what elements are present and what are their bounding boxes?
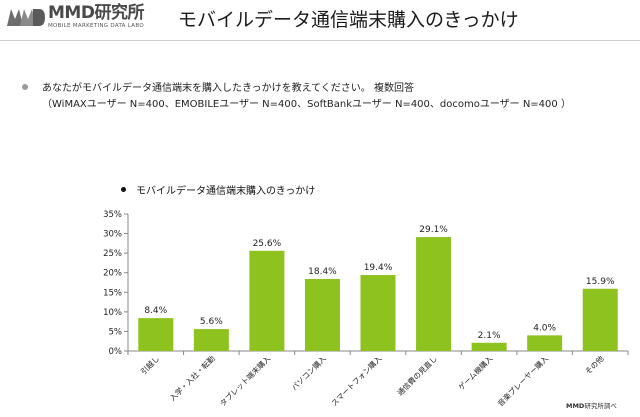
y-tick-label: 0%: [109, 347, 123, 357]
bar: [138, 318, 174, 351]
x-category-label: 音楽プレーヤー購入: [495, 353, 550, 408]
x-category-label: 入学・入社・転勤: [167, 353, 217, 403]
data-label: 29.1%: [419, 225, 448, 235]
chart-title: モバイルデータ通信端末購入のきっかけ: [136, 186, 316, 197]
bar: [582, 288, 618, 351]
y-tick-label: 5%: [109, 327, 123, 337]
x-category-label: パソコン購入: [289, 353, 328, 392]
y-tick-label: 35%: [103, 210, 122, 220]
question-block: あなたがモバイルデータ通信端末を購入したきっかけを教えてください。 複数回答 （…: [22, 81, 571, 113]
y-tick-label: 20%: [103, 269, 122, 279]
y-tick-label: 25%: [103, 249, 122, 259]
y-tick-label: 10%: [103, 308, 122, 318]
logo-subtitle: MOBILE MARKETING DATA LABO: [48, 23, 144, 29]
data-label: 4.0%: [533, 323, 556, 333]
x-category-label: 通信費の見直し: [395, 353, 439, 397]
logo-text: MMD研究所: [48, 3, 144, 23]
bar: [193, 329, 229, 351]
data-label: 8.4%: [144, 306, 167, 316]
source-suffix: 研究所調べ: [584, 402, 617, 410]
data-label: 18.4%: [308, 267, 337, 277]
x-category-label: その他: [583, 353, 606, 376]
header-divider: [0, 40, 640, 41]
bar: [304, 278, 340, 351]
source-credit: MMD研究所調べ: [566, 400, 617, 410]
question-bullet-icon: [22, 84, 28, 90]
data-label: 19.4%: [364, 263, 393, 273]
sample-size-note: （WiMAXユーザー N=400、EMOBILEユーザー N=400、SoftB…: [42, 99, 571, 110]
x-category-label: ゲーム機購入: [456, 353, 495, 392]
bar: [360, 275, 396, 351]
source-brand: MMD: [566, 402, 585, 410]
data-label: 5.6%: [200, 317, 223, 327]
mmd-logo-icon: [7, 9, 45, 26]
x-category-label: 引越し: [138, 353, 161, 376]
data-label: 2.1%: [478, 331, 501, 341]
x-category-label: タブレット端末購入: [218, 353, 273, 408]
x-category-label: スマートフォン購入: [329, 353, 384, 408]
bar: [416, 237, 452, 351]
question-text: あなたがモバイルデータ通信端末を購入したきっかけを教えてください。 複数回答: [42, 83, 414, 94]
data-label: 25.6%: [253, 239, 282, 249]
y-tick-label: 30%: [103, 230, 122, 240]
y-tick-label: 15%: [103, 288, 122, 298]
chart-heading: モバイルデータ通信端末購入のきっかけ: [121, 185, 315, 199]
bar: [471, 342, 507, 351]
header: MMD研究所 MOBILE MARKETING DATA LABO モバイルデー…: [0, 0, 640, 40]
chart-heading-bullet-icon: [121, 187, 126, 192]
bar: [527, 335, 563, 351]
data-label: 15.9%: [586, 277, 615, 287]
bar: [249, 250, 285, 351]
page-title: モバイルデータ通信端末購入のきっかけ: [178, 9, 519, 31]
